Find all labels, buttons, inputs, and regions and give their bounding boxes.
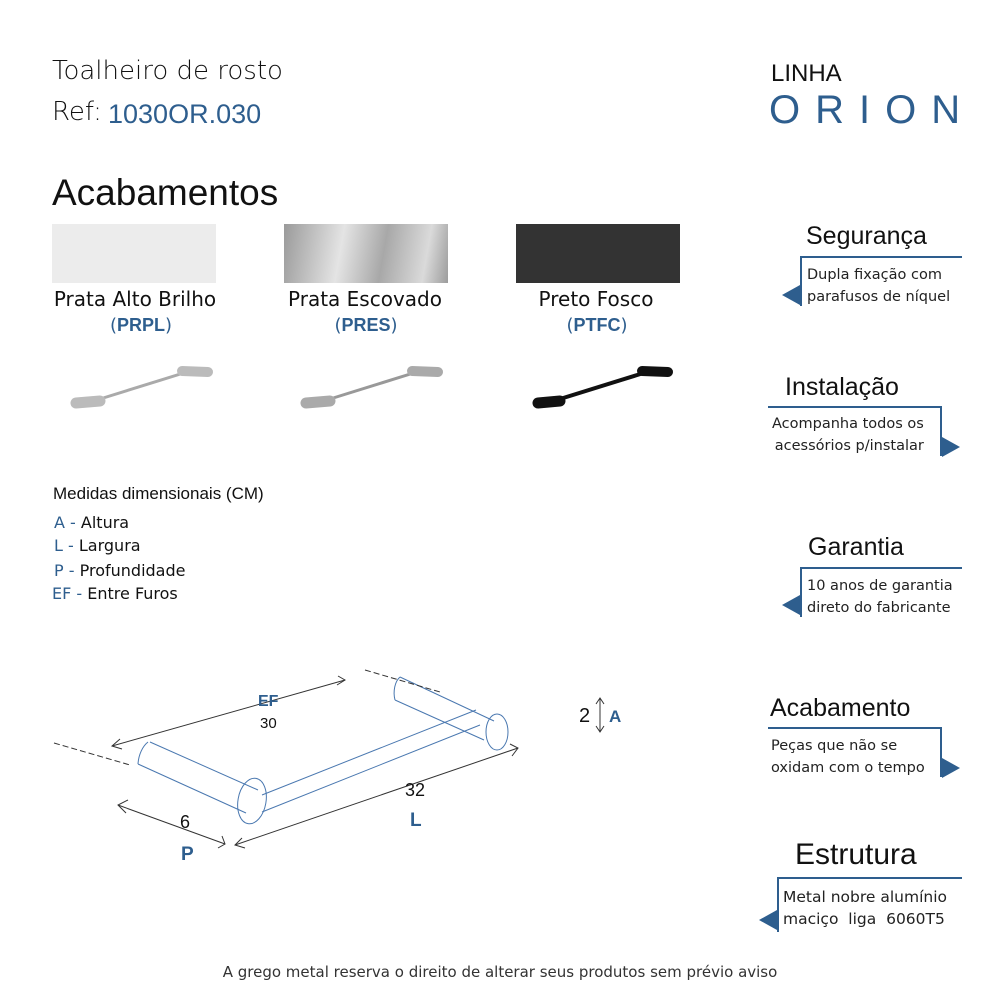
finish-name: Prata Escovado (288, 287, 442, 311)
ef-key: EF (258, 693, 279, 710)
divider (777, 877, 779, 932)
product-image-preto-fosco (532, 366, 673, 409)
line-name: ORION (769, 88, 976, 132)
legend-item: A - Altura (54, 513, 130, 532)
finish-code: (PTFC) (566, 315, 628, 336)
divider (800, 567, 802, 617)
divider (800, 567, 962, 569)
feature-desc: Peças que não se oxidam com o tempo (771, 738, 925, 776)
arrow-right-icon (942, 437, 960, 457)
p-key: P (181, 844, 194, 865)
legend-item: L - Largura (54, 536, 141, 555)
divider (800, 256, 802, 306)
l-key: L (410, 810, 422, 831)
arrow-right-icon (942, 758, 960, 778)
ef-value: 30 (260, 715, 277, 732)
divider (940, 727, 942, 777)
swatch-prata-alto-brilho (52, 224, 216, 283)
finish-code: (PRPL) (109, 315, 173, 336)
feature-desc: Metal nobre alumínio maciço liga 6060T5 (783, 888, 948, 928)
product-image-prata-alto-brilho (70, 366, 213, 409)
a-value: 2 (579, 705, 590, 727)
feature-desc: 10 anos de garantia direto do fabricante (807, 578, 953, 616)
finish-name: Preto Fosco (538, 287, 654, 311)
arrow-left-icon (782, 285, 800, 305)
l-value: 32 (405, 780, 425, 800)
divider (777, 877, 962, 879)
arrow-left-icon (759, 910, 777, 930)
dimension-diagram: EF 30 2 A 32 L 6 P (53, 669, 621, 865)
finishes-heading: Acabamentos (52, 172, 279, 213)
line-label: LINHA (771, 60, 842, 87)
legend-item: P - Profundidade (54, 561, 186, 580)
product-image-prata-escovado (300, 366, 443, 409)
divider (800, 256, 962, 258)
divider (940, 406, 942, 456)
feature-title-instalacao: Instalação (785, 373, 899, 401)
footer-disclaimer: A grego metal reserva o direito de alter… (222, 963, 778, 981)
feature-title-estrutura: Estrutura (795, 838, 917, 871)
feature-title-garantia: Garantia (808, 533, 904, 561)
divider (768, 406, 942, 408)
ref-label: Ref: (52, 97, 102, 127)
ref-code: 1030OR.030 (108, 99, 262, 129)
arrow-left-icon (782, 595, 800, 615)
divider (768, 727, 942, 729)
a-key: A (609, 707, 621, 726)
feature-desc: Dupla fixação com parafusos de níquel (807, 267, 951, 305)
swatch-prata-escovado (284, 224, 448, 283)
feature-title-seguranca: Segurança (806, 222, 927, 250)
dimensions-heading: Medidas dimensionais (CM) (53, 484, 264, 503)
finish-code: (PRES) (334, 315, 398, 336)
feature-title-acabamento: Acabamento (770, 694, 911, 722)
product-name: Toalheiro de rosto (52, 56, 283, 86)
finish-name: Prata Alto Brilho (53, 287, 217, 311)
legend-item: EF - Entre Furos (52, 584, 178, 603)
p-value: 6 (180, 812, 190, 832)
feature-desc: Acompanha todos os acessórios p/instalar (772, 416, 924, 454)
swatch-preto-fosco (516, 224, 680, 283)
